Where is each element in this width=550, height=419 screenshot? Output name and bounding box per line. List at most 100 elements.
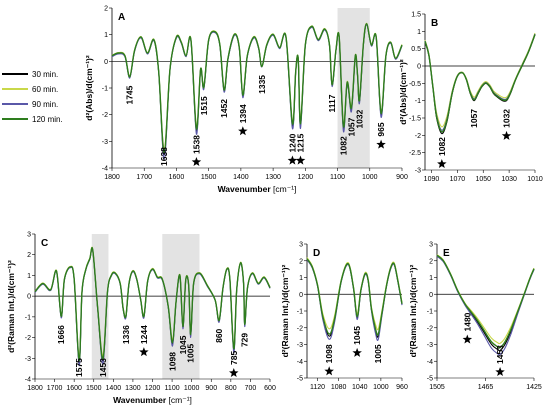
y-axis-label: d²(Abs)/d(cm⁻¹)²: [84, 55, 94, 121]
peak-label: 1057: [469, 109, 479, 128]
peak-label: 1745: [125, 85, 135, 104]
peak-label: 1453: [495, 345, 505, 364]
x-tick-label: 1400: [106, 385, 122, 392]
peak-label: 1117: [327, 94, 337, 112]
series-line-3: [436, 254, 535, 349]
panel-D: 3 2 1 0 -1 -2 -3 -4 -5 1120 1080 1040 1000 960 Dd²(Ram…: [280, 242, 408, 392]
peak-label: 965: [376, 122, 386, 136]
legend-label: 60 min.: [32, 85, 58, 94]
x-axis-label-text: Wavenumber: [218, 184, 273, 194]
panel-label: D: [313, 248, 320, 259]
panel-label: E: [443, 248, 450, 259]
y-tick-label: -3: [415, 168, 421, 175]
y-tick-label: -2: [25, 335, 31, 342]
star-marker: [495, 367, 505, 376]
y-tick-label: -5: [297, 376, 303, 383]
panel-label: B: [431, 18, 438, 29]
peak-label: 1394: [238, 104, 248, 123]
x-tick-label: 1700: [47, 385, 63, 392]
y-tick-label: -4: [427, 359, 433, 366]
y-tick-label: 3: [429, 242, 433, 249]
y-tick-label: 2: [429, 258, 433, 265]
x-tick-label: 1000: [362, 174, 378, 181]
y-axis-label: d²(Raman Int.)/d(cm⁻¹)²: [408, 264, 418, 357]
x-tick-label: 1300: [125, 385, 141, 392]
y-tick-label: -4: [102, 166, 108, 173]
x-tick-label: 1600: [66, 385, 82, 392]
series-line-3: [306, 258, 403, 336]
y-tick-label: -1: [102, 86, 108, 93]
y-tick-label: 1: [417, 29, 421, 36]
peak-label: 1480: [462, 312, 472, 331]
peak-label: 1335: [257, 75, 267, 94]
y-tick-label: 0: [429, 292, 433, 299]
x-tick-label: 1070: [450, 176, 466, 183]
y-tick-label: -2.5: [409, 150, 421, 157]
y-tick-label: -0.5: [409, 81, 421, 88]
y-tick-label: 3: [27, 232, 31, 239]
peak-label: 1098: [167, 352, 177, 371]
x-tick-label: 960: [396, 384, 408, 391]
panel-label: A: [118, 12, 125, 23]
y-tick-label: 2: [27, 252, 31, 259]
peak-label: 785: [229, 351, 239, 365]
y-tick-label: -2: [102, 112, 108, 119]
star-marker: [229, 368, 239, 377]
peak-label: 1057: [346, 117, 356, 136]
y-tick-label: -1.5: [409, 116, 421, 123]
y-tick-label: -3: [25, 356, 31, 363]
star-marker: [437, 159, 447, 168]
peak-label: 1032: [354, 109, 364, 128]
y-tick-label: -2: [415, 133, 421, 140]
x-tick-label: 1010: [527, 176, 543, 183]
series-line-3: [34, 246, 271, 362]
peak-label: 1005: [373, 344, 383, 363]
y-tick-label: -5: [427, 376, 433, 383]
x-tick-label: 1465: [478, 384, 494, 391]
series-line-1: [436, 254, 535, 345]
peak-label: 1045: [352, 326, 362, 345]
x-tick-label: 1300: [265, 174, 281, 181]
y-axis-label: d²(Raman Int.)/d(cm⁻¹)²: [6, 260, 16, 353]
x-axis-unit: [cm⁻¹]: [169, 395, 192, 405]
x-tick-label: 700: [245, 385, 257, 392]
star-marker: [191, 157, 202, 166]
x-tick-label: 1500: [86, 385, 102, 392]
series-line-0: [436, 255, 535, 352]
series-line-0: [424, 34, 536, 135]
x-tick-label: 1040: [352, 384, 368, 391]
x-tick-label: 1000: [184, 385, 200, 392]
star-marker: [462, 334, 473, 344]
x-tick-label: 1100: [330, 174, 345, 181]
y-tick-label: 0.5: [411, 46, 421, 53]
x-tick-label: 1090: [424, 176, 440, 183]
peak-label: 1515: [199, 96, 209, 115]
x-tick-label: 900: [205, 385, 217, 392]
x-tick-label: 1600: [169, 174, 185, 181]
peak-label: 1453: [98, 358, 108, 377]
x-axis-label-text: Wavenumber: [113, 395, 168, 405]
y-tick-label: 0: [104, 59, 108, 66]
legend-label: 90 min.: [32, 100, 58, 109]
peak-label: 1666: [56, 325, 66, 344]
peak-label: 1098: [324, 344, 334, 363]
y-tick-label: 1.5: [411, 12, 421, 19]
x-tick-label: 1700: [136, 174, 152, 181]
legend: 30 min. 60 min. 90 min. 120 min.: [2, 70, 63, 124]
y-tick-label: 0: [27, 294, 31, 301]
y-tick-label: -1: [297, 309, 303, 316]
x-tick-label: 1050: [475, 176, 491, 183]
panel-label: C: [41, 238, 48, 249]
y-tick-label: 3: [299, 242, 303, 249]
x-tick-label: 1080: [331, 384, 347, 391]
star-marker: [287, 155, 298, 165]
peak-label: 860: [214, 328, 224, 342]
y-tick-label: -1: [427, 309, 433, 316]
y-axis-label: d²(Abs)/d(cm⁻¹)²: [398, 59, 408, 125]
star-marker: [238, 126, 248, 136]
x-tick-label: 800: [225, 385, 237, 392]
x-tick-label: 600: [264, 385, 276, 392]
y-tick-label: -4: [297, 359, 303, 366]
